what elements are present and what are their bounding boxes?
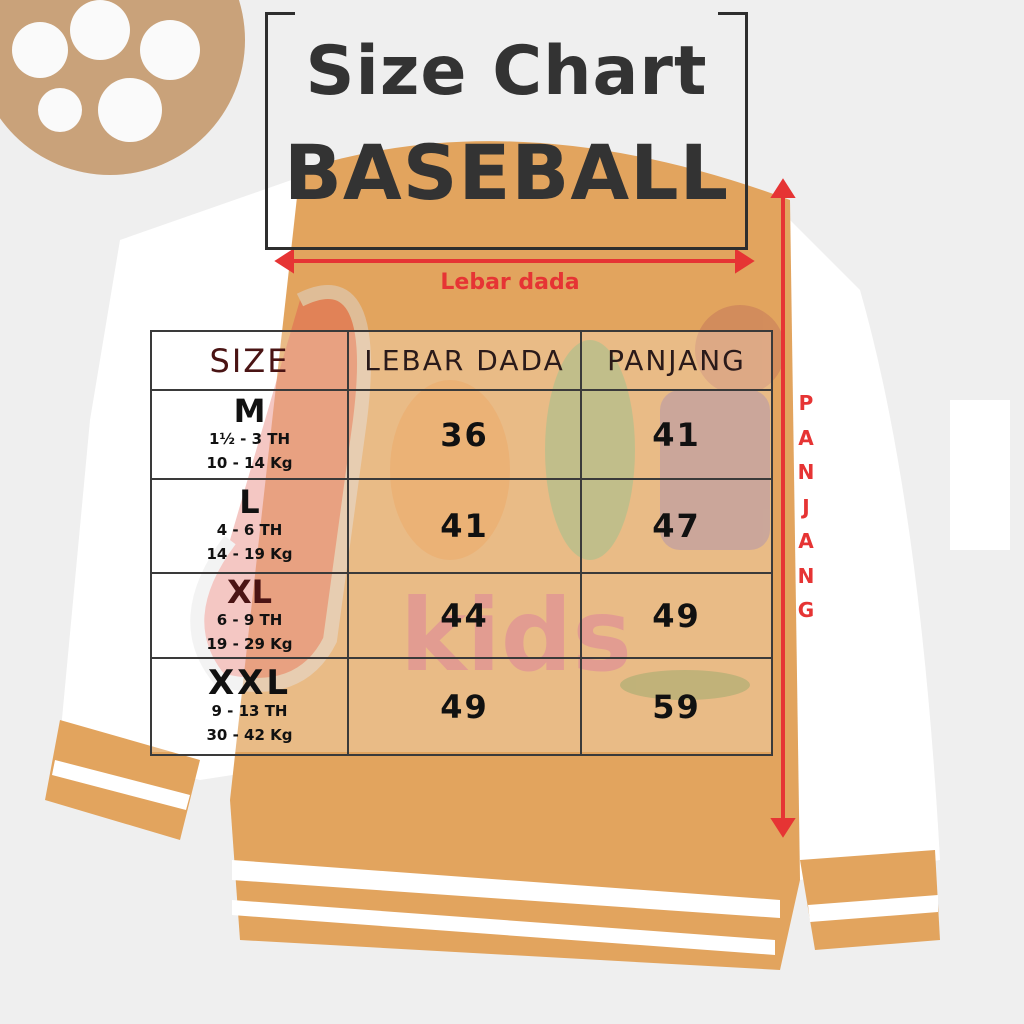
lebar-dada-value: 36	[347, 389, 582, 480]
size-age: 9 - 13 TH	[211, 701, 288, 720]
letter-block	[950, 400, 1010, 550]
right-cuff	[800, 850, 940, 950]
panjang-value: 47	[580, 478, 773, 574]
title-size-chart: Size Chart	[305, 32, 708, 111]
lebar-dada-value: 41	[347, 478, 582, 574]
size-weight: 30 - 42 Kg	[206, 725, 293, 744]
size-cell: M 1½ - 3 TH 10 - 14 Kg	[150, 389, 349, 480]
panjang-label: PANJANG	[797, 391, 815, 622]
title-baseball: BASEBALL	[284, 128, 729, 217]
size-table: SIZE LEBAR DADA PANJANG M 1½ - 3 TH 10 - 1…	[150, 330, 773, 756]
size-weight: 10 - 14 Kg	[206, 453, 293, 472]
size-weight: 19 - 29 Kg	[206, 634, 293, 653]
size-name: XXL	[207, 662, 292, 703]
panjang-value: 59	[580, 657, 773, 756]
table-header-row: SIZE LEBAR DADA PANJANG	[150, 330, 773, 391]
size-cell: XL 6 - 9 TH 19 - 29 Kg	[150, 572, 349, 659]
table-row: XL 6 - 9 TH 19 - 29 Kg 44 49	[150, 572, 773, 659]
size-age: 6 - 9 TH	[216, 610, 283, 629]
lebar-dada-value: 44	[347, 572, 582, 659]
table-row: M 1½ - 3 TH 10 - 14 Kg 36 41	[150, 389, 773, 480]
title-frame	[265, 12, 748, 250]
panjang-value: 49	[580, 572, 773, 659]
lebar-dada-value: 49	[347, 657, 582, 756]
header-panjang: PANJANG	[580, 330, 773, 391]
cotton-flowers	[12, 0, 200, 142]
size-age: 4 - 6 TH	[216, 521, 283, 539]
panjang-arrow	[770, 178, 796, 838]
size-weight: 14 - 19 Kg	[206, 545, 293, 563]
size-name: XL	[226, 572, 273, 611]
size-cell: XXL 9 - 13 TH 30 - 42 Kg	[150, 657, 349, 756]
lebar-dada-arrow	[274, 248, 755, 274]
header-size: SIZE	[150, 330, 349, 391]
size-name: M	[233, 391, 266, 430]
size-age: 1½ - 3 TH	[208, 429, 291, 448]
table-row: XXL 9 - 13 TH 30 - 42 Kg 49 59	[150, 657, 773, 756]
header-lebar-dada: LEBAR DADA	[347, 330, 582, 391]
panjang-value: 41	[580, 389, 773, 480]
lebar-dada-label: Lebar dada	[440, 270, 580, 295]
right-sleeve	[790, 220, 940, 880]
size-name: L	[239, 483, 260, 521]
